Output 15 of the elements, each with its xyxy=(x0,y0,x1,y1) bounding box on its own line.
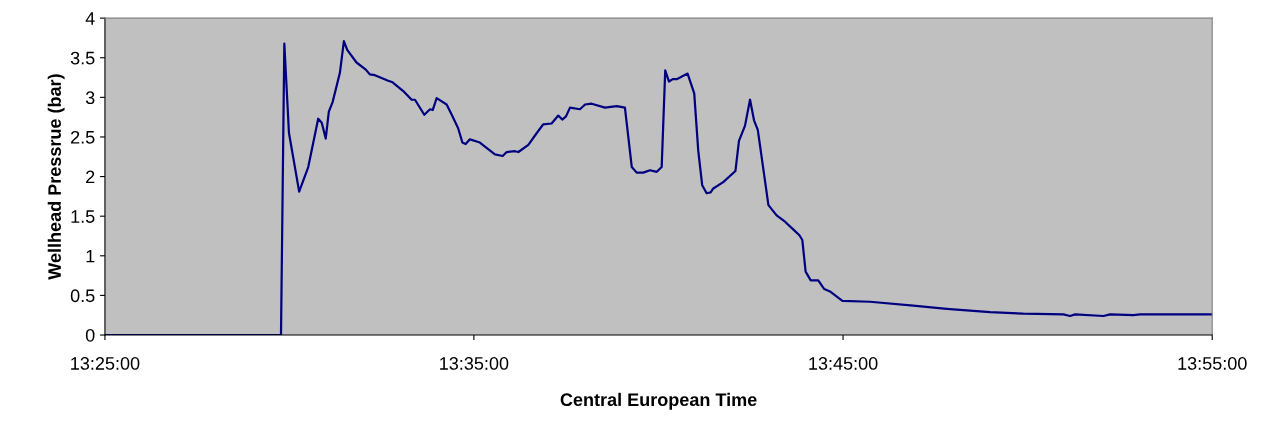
x-tick-label: 13:25:00 xyxy=(71,357,140,370)
y-tick-label: 1 xyxy=(86,249,95,263)
x-axis-title: Central European Time xyxy=(560,392,757,410)
x-tick-label: 13:55:00 xyxy=(1178,357,1247,370)
x-tick-label: 13:45:00 xyxy=(809,357,878,370)
x-tick-label: 13:35:00 xyxy=(440,357,509,370)
y-tick-label: 0.5 xyxy=(70,289,95,303)
y-tick-label: 2 xyxy=(86,170,95,184)
y-tick-label: 3.5 xyxy=(70,51,95,65)
y-axis-title: Wellhead Pressrue (bar) xyxy=(47,74,65,280)
y-tick-label: 4 xyxy=(85,12,95,25)
y-tick-label: 0 xyxy=(85,328,95,342)
y-tick-label: 2.5 xyxy=(71,130,95,144)
y-tick-label: 3 xyxy=(85,91,95,105)
y-tick-label: 1.5 xyxy=(71,210,95,223)
